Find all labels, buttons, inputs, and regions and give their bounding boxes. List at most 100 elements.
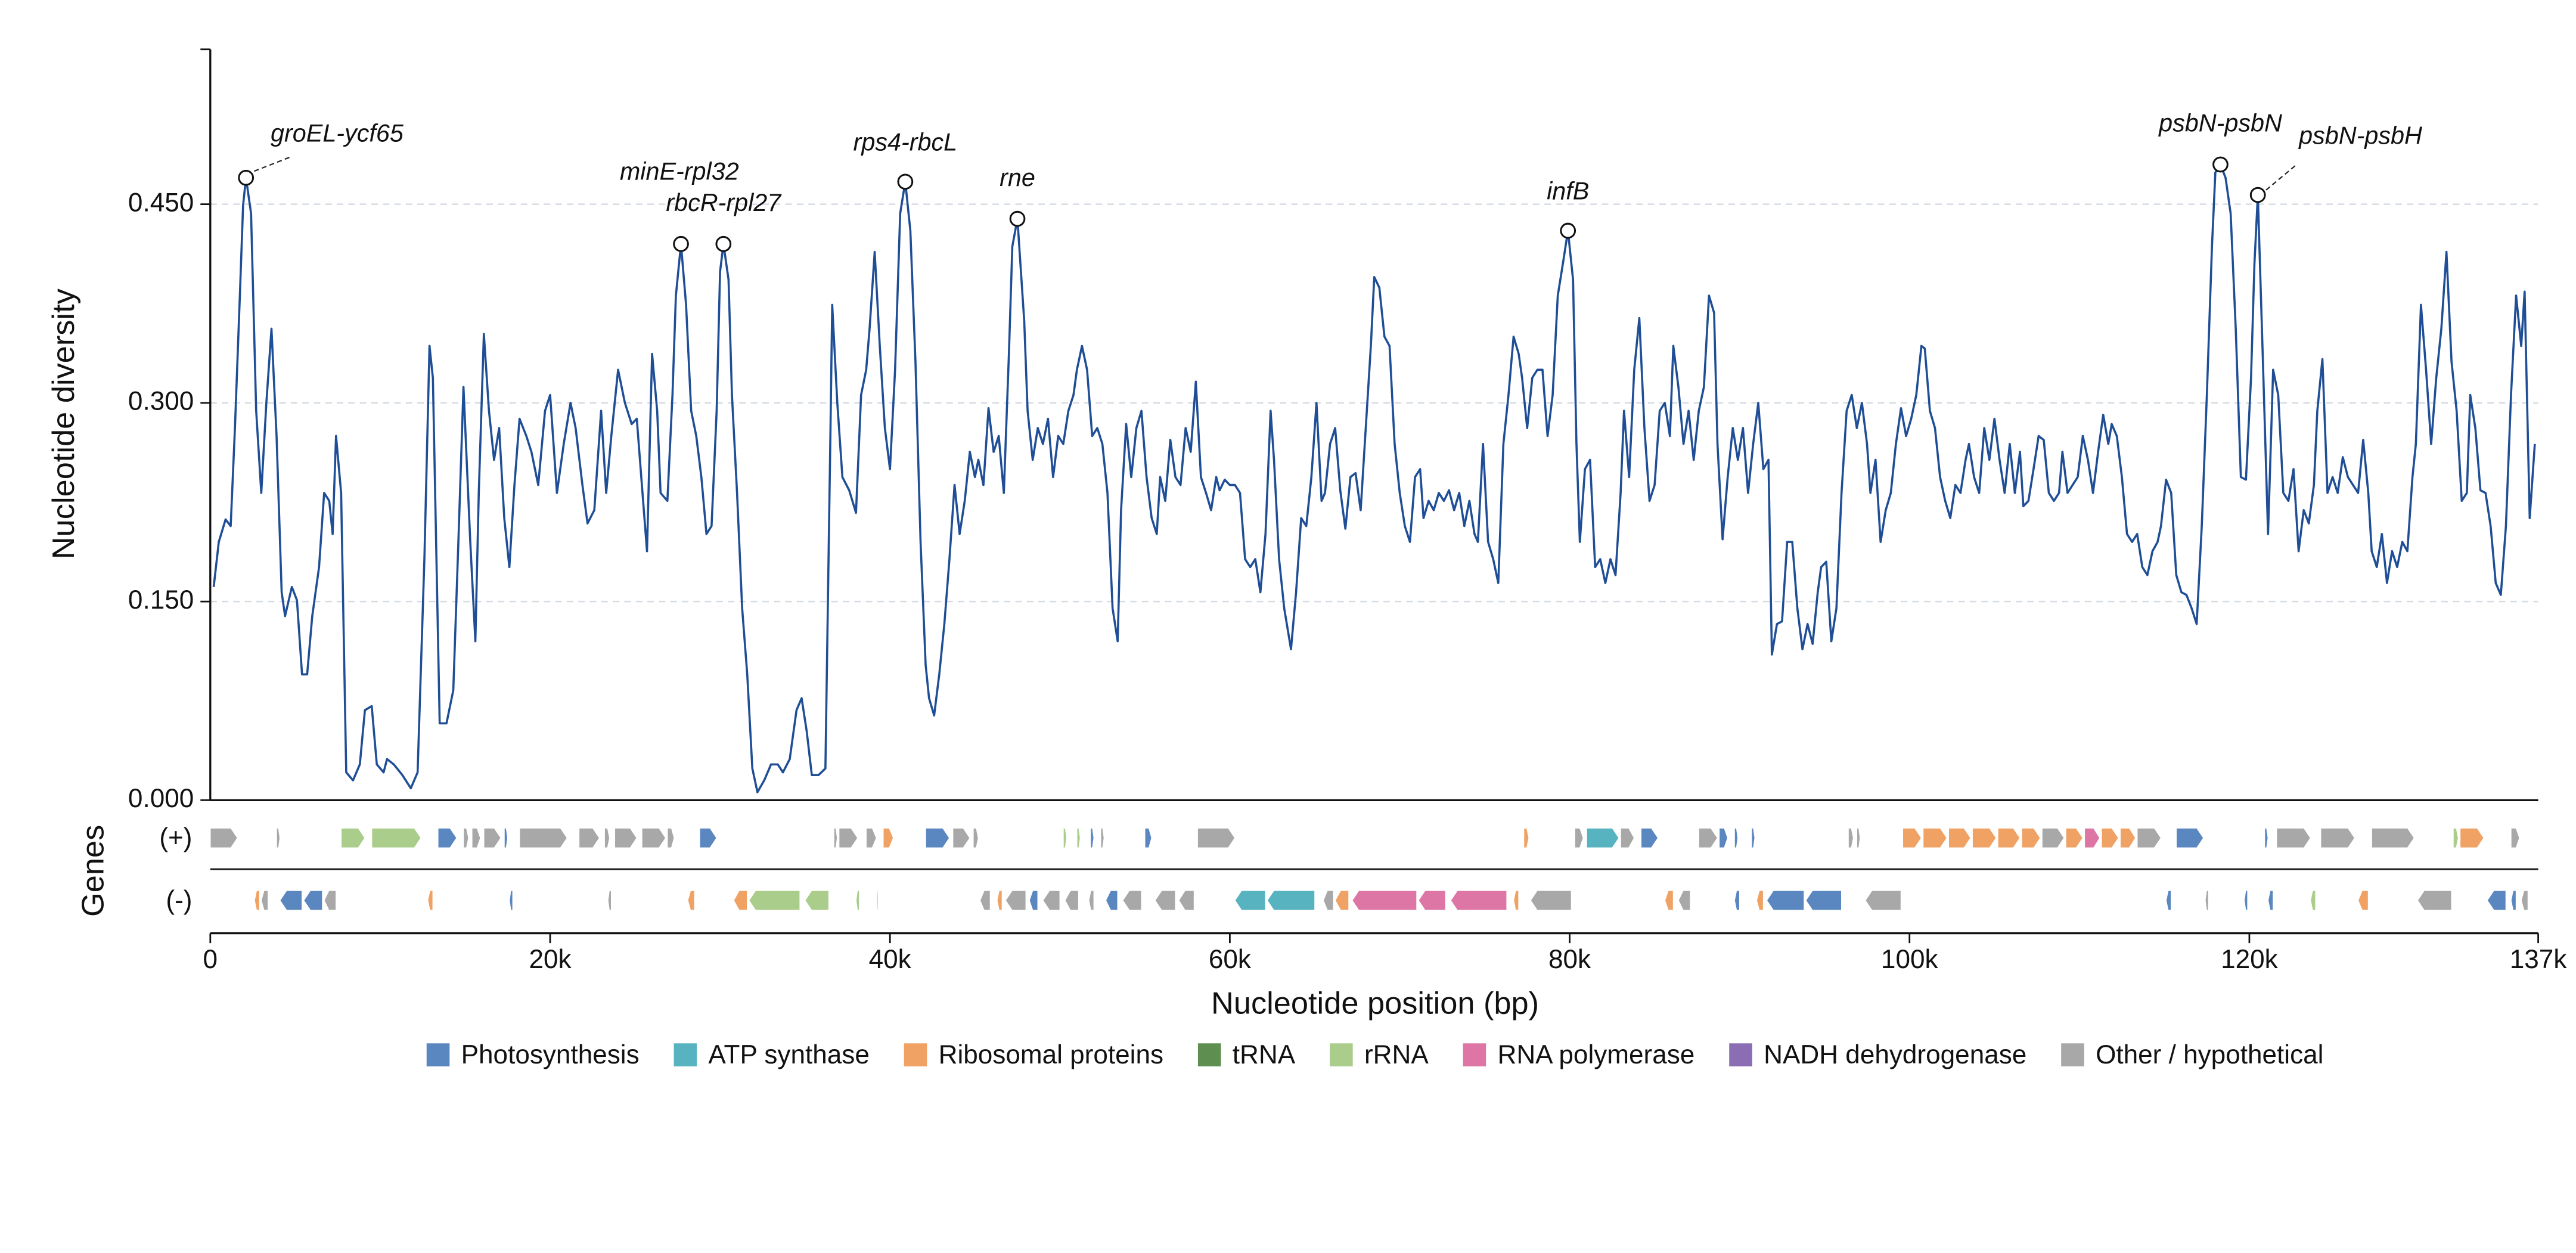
gene — [2264, 827, 2269, 848]
x-tick-label: 137k — [2510, 945, 2568, 974]
annotation-leader — [254, 156, 293, 172]
legend-swatch — [426, 1043, 450, 1066]
gene — [1922, 827, 1948, 848]
gene — [1323, 890, 1334, 911]
gene — [1234, 890, 1266, 911]
gene — [1972, 827, 1997, 848]
y-tick-label: 0.450 — [128, 188, 194, 217]
legend-swatch — [674, 1043, 697, 1066]
gene — [973, 827, 979, 848]
gene — [2165, 890, 2172, 911]
legend-swatch — [1729, 1043, 1752, 1066]
legend-label: Other / hypothetical — [2096, 1040, 2323, 1069]
x-tick-label: 60k — [1209, 945, 1252, 974]
gene — [925, 827, 950, 848]
gene — [1178, 890, 1195, 911]
gene — [303, 890, 323, 911]
track-title: Genes — [76, 825, 111, 917]
gene — [260, 890, 269, 911]
x-tick-label: 0 — [203, 945, 218, 974]
legend-label: RNA polymerase — [1497, 1040, 1694, 1069]
x-tick-label: 40k — [869, 945, 912, 974]
legend-label: rRNA — [1364, 1040, 1429, 1069]
gene — [2041, 827, 2065, 848]
gene — [210, 827, 238, 848]
gene — [2459, 827, 2485, 848]
gene — [1864, 890, 1902, 911]
gene — [876, 890, 879, 911]
gene — [865, 827, 877, 848]
gene — [2084, 827, 2100, 848]
gene — [1122, 890, 1142, 911]
gene — [324, 890, 337, 911]
gene — [607, 890, 612, 911]
legend-swatch — [1197, 1043, 1221, 1066]
gene — [733, 890, 748, 911]
gene — [804, 890, 830, 911]
legend-label: NADH dehydrogenase — [1764, 1040, 2026, 1069]
gene — [1088, 890, 1094, 911]
gene — [1100, 827, 1105, 848]
gene — [427, 890, 433, 911]
gene — [979, 890, 991, 911]
gene — [1856, 827, 1861, 848]
gene — [1734, 827, 1739, 848]
gene — [2175, 827, 2204, 848]
gene — [1698, 827, 1718, 848]
gene — [2119, 827, 2136, 848]
gene — [279, 890, 303, 911]
gene — [855, 890, 860, 911]
gene — [2417, 890, 2452, 911]
y-axis-title: Nucleotide diversity — [46, 288, 81, 559]
gene — [1105, 890, 1118, 911]
gene — [463, 827, 469, 848]
annotation-label: psbN-psbH — [2298, 122, 2422, 150]
gene — [437, 827, 458, 848]
gene — [1513, 890, 1519, 911]
gene — [952, 827, 971, 848]
gene — [2065, 827, 2084, 848]
peak-marker — [715, 235, 732, 252]
gene — [2310, 890, 2316, 911]
gene — [838, 827, 858, 848]
gene — [1450, 890, 1507, 911]
gene — [1523, 827, 1529, 848]
legend-label: ATP synthase — [708, 1040, 869, 1069]
gene — [2101, 827, 2119, 848]
gene — [504, 827, 508, 848]
gene — [1154, 890, 1176, 911]
gene — [1805, 890, 1842, 911]
gene — [1417, 890, 1447, 911]
gene — [1197, 827, 1236, 848]
gene — [1620, 827, 1635, 848]
annotation-label: rps4-rbcL — [854, 128, 958, 156]
gene — [2357, 890, 2369, 911]
x-axis-title: Nucleotide position (bp) — [1211, 987, 1539, 1021]
gene — [2510, 890, 2517, 911]
annotation-label: rbcR-rpl27 — [666, 189, 782, 216]
gene — [997, 890, 1003, 911]
x-tick-label: 100k — [1881, 945, 1939, 974]
annotation-label: psbN-psbN — [2158, 110, 2282, 137]
gene — [1334, 890, 1349, 911]
gene — [508, 890, 513, 911]
gene — [1664, 890, 1674, 911]
gene — [1042, 890, 1060, 911]
gene — [2137, 827, 2162, 848]
gene — [254, 890, 260, 911]
peak-marker — [238, 169, 255, 186]
annotation-label: rne — [1000, 164, 1035, 191]
legend-swatch — [1463, 1043, 1486, 1066]
gene — [2276, 827, 2311, 848]
legend-swatch — [2061, 1043, 2084, 1066]
peak-marker — [2212, 156, 2229, 173]
gene — [578, 827, 600, 848]
gene — [371, 827, 422, 848]
legend-label: tRNA — [1233, 1040, 1296, 1069]
gene — [667, 827, 675, 848]
gene — [519, 827, 568, 848]
gene — [641, 827, 666, 848]
gene — [1756, 890, 1764, 911]
gene — [340, 827, 366, 848]
gene — [833, 827, 838, 848]
